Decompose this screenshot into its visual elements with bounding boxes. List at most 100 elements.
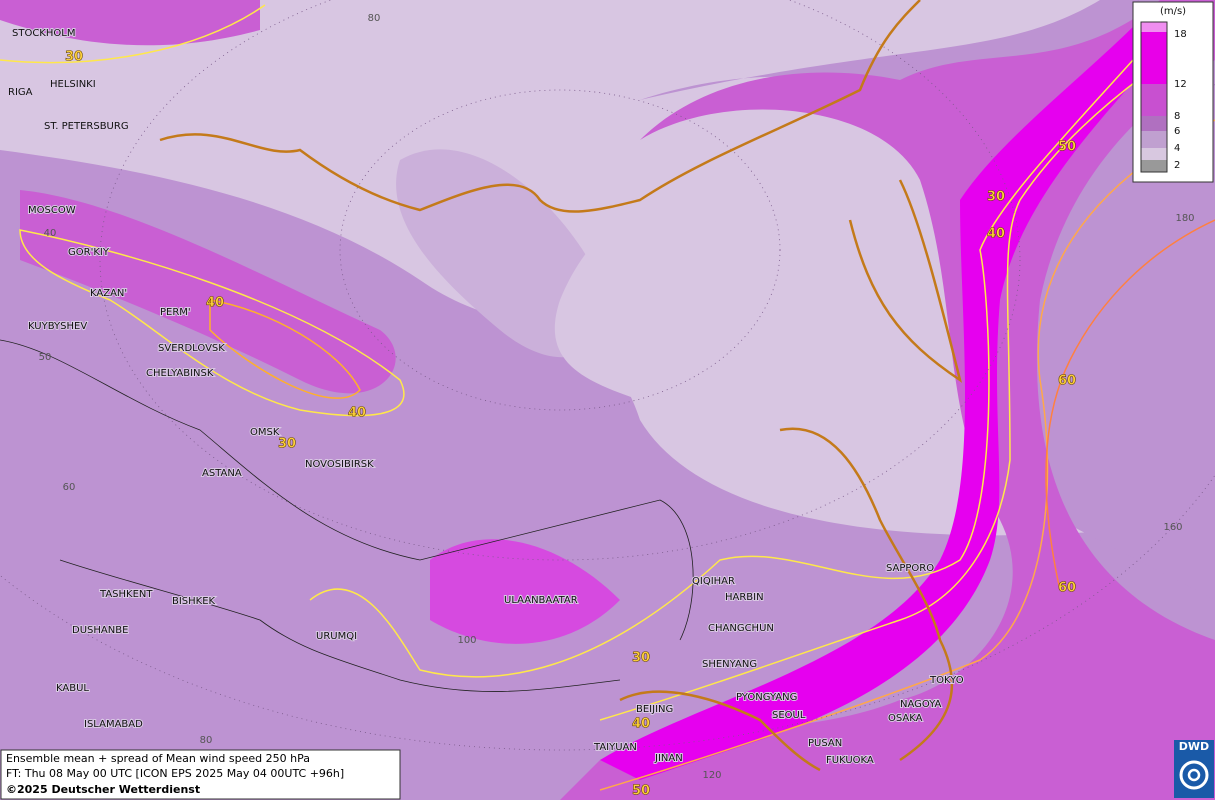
wind-area — [430, 539, 620, 644]
wind-area — [554, 202, 744, 404]
graticule-label: 180 — [1175, 213, 1194, 224]
logo: DWD — [1174, 740, 1214, 798]
caption: Ensemble mean + spread of Mean wind spee… — [0, 749, 401, 800]
contour-line — [209, 299, 361, 399]
wind-area — [600, 20, 1180, 780]
legend-swatch — [1141, 131, 1167, 148]
logo-swirl — [1179, 760, 1209, 790]
graticule-label: 80 — [200, 735, 213, 746]
caption-line: ©2025 Deutscher Wetterdienst — [6, 783, 200, 796]
contour-line — [1045, 219, 1215, 591]
legend-swatch — [1141, 160, 1167, 172]
graticule-label: 50 — [39, 352, 52, 363]
contour-label: 30 — [65, 50, 83, 65]
city-label: HELSINKI — [50, 79, 96, 90]
city-label: JINAN — [654, 753, 683, 764]
city-label: CHANGCHUN — [708, 623, 774, 634]
legend-swatch — [1141, 32, 1167, 84]
city-label: BISHKEK — [172, 596, 216, 607]
cities: STOCKHOLM HELSINKI RIGA ST. PETERSBURG MOSCO… — [7, 27, 965, 767]
legend-swatch — [1141, 22, 1167, 32]
contour-label: 60 — [1058, 374, 1076, 389]
city-label: ASTANA — [202, 468, 242, 479]
legend-swatch — [1141, 148, 1167, 160]
contour-label: 40 — [632, 717, 650, 732]
city-label: ST. PETERSBURG — [44, 121, 129, 132]
city-label: ULAANBAATAR — [504, 595, 578, 606]
contour-label: 30 — [987, 190, 1005, 205]
city-label: NAGOYA — [900, 699, 942, 710]
graticule-label: 60 — [63, 482, 76, 493]
city-label: BEIJING — [636, 704, 673, 715]
border — [0, 339, 694, 641]
legend-frame — [1140, 21, 1168, 173]
city-label: TOKYO — [929, 675, 964, 686]
wind-area — [0, 0, 260, 46]
city-label: CHELYABINSK — [146, 368, 214, 379]
coastline — [159, 0, 921, 213]
graticule-label: 120 — [702, 770, 721, 781]
legend-level: 4 — [1174, 143, 1180, 154]
city-label: DUSHANBE — [72, 625, 128, 636]
city-label: KAZAN' — [90, 288, 127, 299]
city-label: MOSCOW — [28, 205, 76, 216]
city-label: PYONGYANG — [736, 692, 797, 703]
graticule-label: 160 — [1163, 522, 1182, 533]
city-label: STOCKHOLM — [12, 28, 75, 39]
legend-level: 18 — [1174, 29, 1187, 40]
coastline — [779, 427, 954, 762]
caption-line: Ensemble mean + spread of Mean wind spee… — [6, 752, 310, 765]
city-label: FUKUOKA — [826, 755, 874, 766]
contour-label: 50 — [632, 784, 650, 799]
legend-swatch — [1141, 116, 1167, 131]
legend: (m/s) 18 12 8 6 4 2 — [1132, 1, 1214, 183]
contours — [0, 4, 1215, 791]
contour-labels: 30 40 40 30 50 30 40 60 60 30 40 50 — [65, 49, 1077, 799]
graticule-label: 80 — [368, 13, 381, 24]
legend-level: 2 — [1174, 160, 1180, 171]
contour-label: 30 — [632, 651, 650, 666]
city-label: URUMQI — [316, 631, 357, 642]
city-label: SHENYANG — [702, 659, 757, 670]
contour-line — [309, 29, 1161, 678]
city-label: SAPPORO — [886, 563, 934, 574]
border — [59, 559, 621, 692]
wind-area — [20, 190, 396, 394]
coastline — [848, 179, 962, 383]
coastlines — [159, 0, 962, 772]
city-label: TASHKENT — [99, 589, 153, 600]
contour-line — [0, 4, 266, 64]
graticule-label: 40 — [44, 228, 57, 239]
city-label: HARBIN — [725, 592, 764, 603]
contour-label: 30 — [278, 437, 296, 452]
legend-level: 12 — [1174, 79, 1187, 90]
contour-label: 40 — [348, 406, 366, 421]
caption-line: FT: Thu 08 May 00 UTC [ICON EPS 2025 May… — [6, 767, 344, 780]
coastline — [619, 690, 821, 772]
logo-text: DWD — [1179, 740, 1209, 753]
city-label: ISLAMABAD — [84, 719, 143, 730]
caption-box — [0, 749, 401, 800]
contour-label: 60 — [1058, 581, 1076, 596]
city-label: KABUL — [56, 683, 89, 694]
graticule-label: 100 — [457, 635, 476, 646]
contour-line — [19, 229, 405, 417]
legend-level: 6 — [1174, 126, 1180, 137]
city-label: TAIYUAN — [593, 742, 637, 753]
city-label: SVERDLOVSK — [158, 343, 225, 354]
contour-line — [599, 49, 1181, 721]
city-label: NOVOSIBIRSK — [305, 459, 374, 470]
city-label: SEOUL — [772, 710, 806, 721]
contour-label: 50 — [1058, 140, 1076, 155]
graticule-line — [339, 89, 781, 411]
city-label: OMSK — [250, 427, 280, 438]
graticule-line — [99, 0, 1021, 561]
city-label: RIGA — [8, 87, 33, 98]
city-label: GOR'KIY — [68, 247, 110, 258]
wind-area — [396, 149, 604, 358]
wind-area — [560, 0, 1215, 800]
